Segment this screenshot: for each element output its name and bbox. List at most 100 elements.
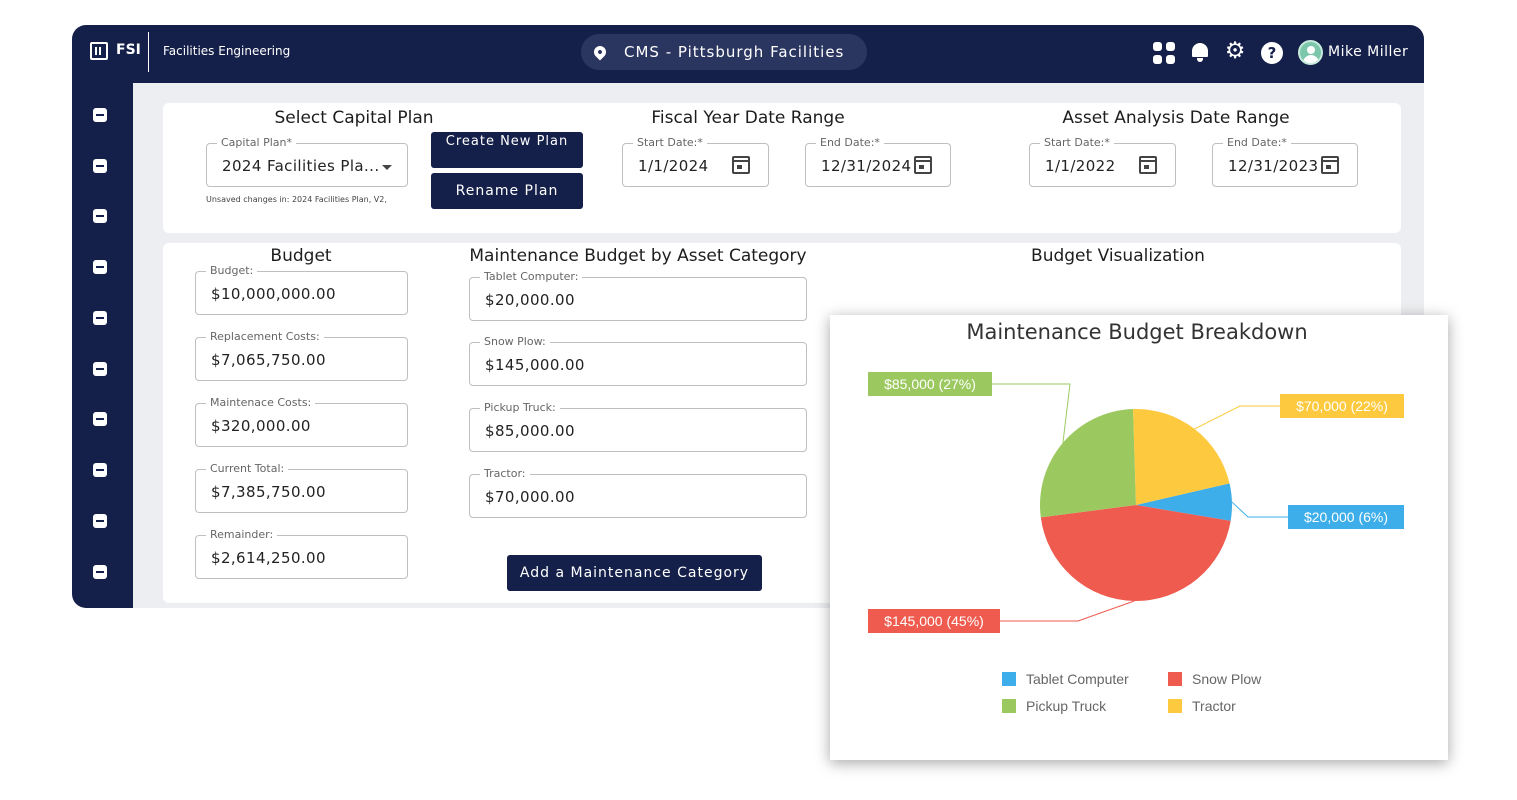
callout-line bbox=[1231, 501, 1288, 518]
tablet-computer-value: $20,000.00 bbox=[485, 291, 575, 309]
legend-swatch bbox=[1002, 699, 1016, 713]
pie-slice-tablet-computer[interactable] bbox=[1136, 483, 1232, 521]
pie-slice-tractor[interactable] bbox=[1133, 409, 1230, 505]
fiscal-end-date-field[interactable]: End Date:* 12/31/2024 bbox=[805, 136, 951, 187]
data-label-box bbox=[1288, 505, 1404, 529]
fiscal-end-value: 12/31/2024 bbox=[821, 157, 912, 175]
maintenance-budget-title: Maintenance Budget by Asset Category bbox=[469, 246, 807, 266]
budget-card: Budget Budget: $10,000,000.00 Replacemen… bbox=[163, 243, 1401, 603]
plan-selection-card: Select Capital Plan Capital Plan* 2024 F… bbox=[163, 103, 1401, 233]
fiscal-start-value: 1/1/2024 bbox=[638, 157, 709, 175]
pickup-truck-value: $85,000.00 bbox=[485, 422, 575, 440]
capital-plan-select[interactable]: Capital Plan* 2024 Facilities Pla... bbox=[206, 136, 408, 187]
pickup-truck-label: Pickup Truck: bbox=[480, 401, 560, 414]
office-building-icon[interactable] bbox=[93, 412, 107, 426]
add-maintenance-category-button[interactable]: Add a Maintenance Category bbox=[507, 555, 762, 591]
budget-value: $10,000,000.00 bbox=[211, 285, 336, 303]
building-logo-icon bbox=[90, 42, 108, 60]
create-new-plan-button[interactable]: Create New Plan bbox=[431, 132, 583, 168]
legend-swatch bbox=[1002, 672, 1016, 686]
notifications-bell-icon[interactable] bbox=[1189, 42, 1211, 64]
legend-item[interactable]: Tablet Computer bbox=[1026, 671, 1129, 687]
rename-plan-button[interactable]: Rename Plan bbox=[431, 173, 583, 209]
analysis-start-label: Start Date:* bbox=[1040, 136, 1114, 149]
replacement-costs-field[interactable]: Replacement Costs: $7,065,750.00 bbox=[195, 330, 408, 381]
pie-chart-svg: Maintenance Budget Breakdown $20,000 (6%… bbox=[868, 320, 1404, 714]
snow-plow-label: Snow Plow: bbox=[480, 335, 550, 348]
assets-icon[interactable] bbox=[93, 159, 107, 173]
legend-item[interactable]: Pickup Truck bbox=[1026, 698, 1107, 714]
transfer-icon[interactable] bbox=[93, 565, 107, 579]
apps-grid-icon[interactable] bbox=[1153, 42, 1175, 64]
chevron-down-icon bbox=[382, 165, 392, 170]
chart-title: Maintenance Budget Breakdown bbox=[966, 320, 1307, 344]
location-pin-icon bbox=[591, 43, 609, 61]
tablet-computer-label: Tablet Computer: bbox=[480, 270, 583, 283]
data-label-box bbox=[1280, 394, 1404, 418]
calendar-icon[interactable] bbox=[732, 156, 750, 174]
replacement-costs-label: Replacement Costs: bbox=[206, 330, 324, 343]
app-title: Facilities Engineering bbox=[163, 44, 291, 58]
data-label-box bbox=[868, 372, 992, 396]
tractor-value: $70,000.00 bbox=[485, 488, 575, 506]
data-label: $70,000 (22%) bbox=[1296, 398, 1388, 414]
inbox-icon[interactable] bbox=[93, 108, 107, 122]
tablet-computer-field[interactable]: Tablet Computer: $20,000.00 bbox=[469, 270, 807, 321]
fiscal-end-label: End Date:* bbox=[816, 136, 884, 149]
replacement-costs-value: $7,065,750.00 bbox=[211, 351, 326, 369]
maintenance-costs-value: $320,000.00 bbox=[211, 417, 311, 435]
help-icon[interactable]: ? bbox=[1261, 42, 1283, 64]
maintenance-costs-label: Maintenace Costs: bbox=[206, 396, 316, 409]
calendar-icon[interactable] bbox=[1139, 156, 1157, 174]
data-label: $85,000 (27%) bbox=[884, 376, 976, 392]
calendar-icon[interactable] bbox=[914, 156, 932, 174]
asset-analysis-title: Asset Analysis Date Range bbox=[1062, 108, 1290, 128]
location-selector[interactable]: CMS - Pittsburgh Facilities bbox=[581, 34, 867, 70]
calendar-list-icon[interactable] bbox=[93, 260, 107, 274]
notes-icon[interactable] bbox=[93, 209, 107, 223]
hierarchy-icon[interactable] bbox=[93, 514, 107, 528]
maintenance-costs-field[interactable]: Maintenace Costs: $320,000.00 bbox=[195, 396, 408, 447]
budget-field[interactable]: Budget: $10,000,000.00 bbox=[195, 264, 408, 315]
current-total-field[interactable]: Current Total: $7,385,750.00 bbox=[195, 462, 408, 513]
callout-line bbox=[1000, 600, 1135, 622]
current-total-value: $7,385,750.00 bbox=[211, 483, 326, 501]
location-name: CMS - Pittsburgh Facilities bbox=[624, 43, 845, 61]
capital-plan-value: 2024 Facilities Pla... bbox=[222, 157, 380, 175]
brand-divider bbox=[148, 32, 149, 72]
tractor-field[interactable]: Tractor: $70,000.00 bbox=[469, 467, 807, 518]
budget-label: Budget: bbox=[206, 264, 258, 277]
pickup-truck-field[interactable]: Pickup Truck: $85,000.00 bbox=[469, 401, 807, 452]
current-total-label: Current Total: bbox=[206, 462, 289, 475]
analysis-start-date-field[interactable]: Start Date:* 1/1/2022 bbox=[1029, 136, 1176, 187]
pie-slice-pickup-truck[interactable] bbox=[1040, 409, 1136, 518]
sidebar bbox=[72, 83, 133, 608]
legend-item[interactable]: Snow Plow bbox=[1192, 671, 1262, 687]
legend-item[interactable]: Tractor bbox=[1192, 698, 1236, 714]
capital-plan-label: Capital Plan* bbox=[217, 136, 296, 149]
data-label-box bbox=[868, 609, 1000, 633]
buildings-icon[interactable] bbox=[93, 362, 107, 376]
edit-document-icon[interactable] bbox=[93, 311, 107, 325]
tractor-label: Tractor: bbox=[480, 467, 530, 480]
fiscal-start-label: Start Date:* bbox=[633, 136, 707, 149]
pie-slice-snow-plow[interactable] bbox=[1040, 505, 1231, 601]
capital-plan-title: Select Capital Plan bbox=[274, 108, 434, 128]
settings-gear-icon[interactable]: ⚙ bbox=[1224, 38, 1246, 64]
fiscal-year-title: Fiscal Year Date Range bbox=[651, 108, 845, 128]
remainder-value: $2,614,250.00 bbox=[211, 549, 326, 567]
calendar-icon[interactable] bbox=[1321, 156, 1339, 174]
user-name[interactable]: Mike Miller bbox=[1328, 44, 1409, 60]
remainder-label: Remainder: bbox=[206, 528, 278, 541]
contacts-icon[interactable] bbox=[93, 463, 107, 477]
unsaved-changes-hint: Unsaved changes in: 2024 Facilities Plan… bbox=[206, 195, 387, 204]
user-avatar[interactable] bbox=[1298, 40, 1323, 65]
snow-plow-value: $145,000.00 bbox=[485, 356, 585, 374]
snow-plow-field[interactable]: Snow Plow: $145,000.00 bbox=[469, 335, 807, 386]
analysis-end-date-field[interactable]: End Date:* 12/31/2023 bbox=[1212, 136, 1358, 187]
maintenance-budget-chart: Maintenance Budget Breakdown $20,000 (6%… bbox=[830, 315, 1448, 760]
fiscal-start-date-field[interactable]: Start Date:* 1/1/2024 bbox=[622, 136, 769, 187]
analysis-end-value: 12/31/2023 bbox=[1228, 157, 1319, 175]
budget-title: Budget bbox=[270, 246, 332, 266]
remainder-field[interactable]: Remainder: $2,614,250.00 bbox=[195, 528, 408, 579]
